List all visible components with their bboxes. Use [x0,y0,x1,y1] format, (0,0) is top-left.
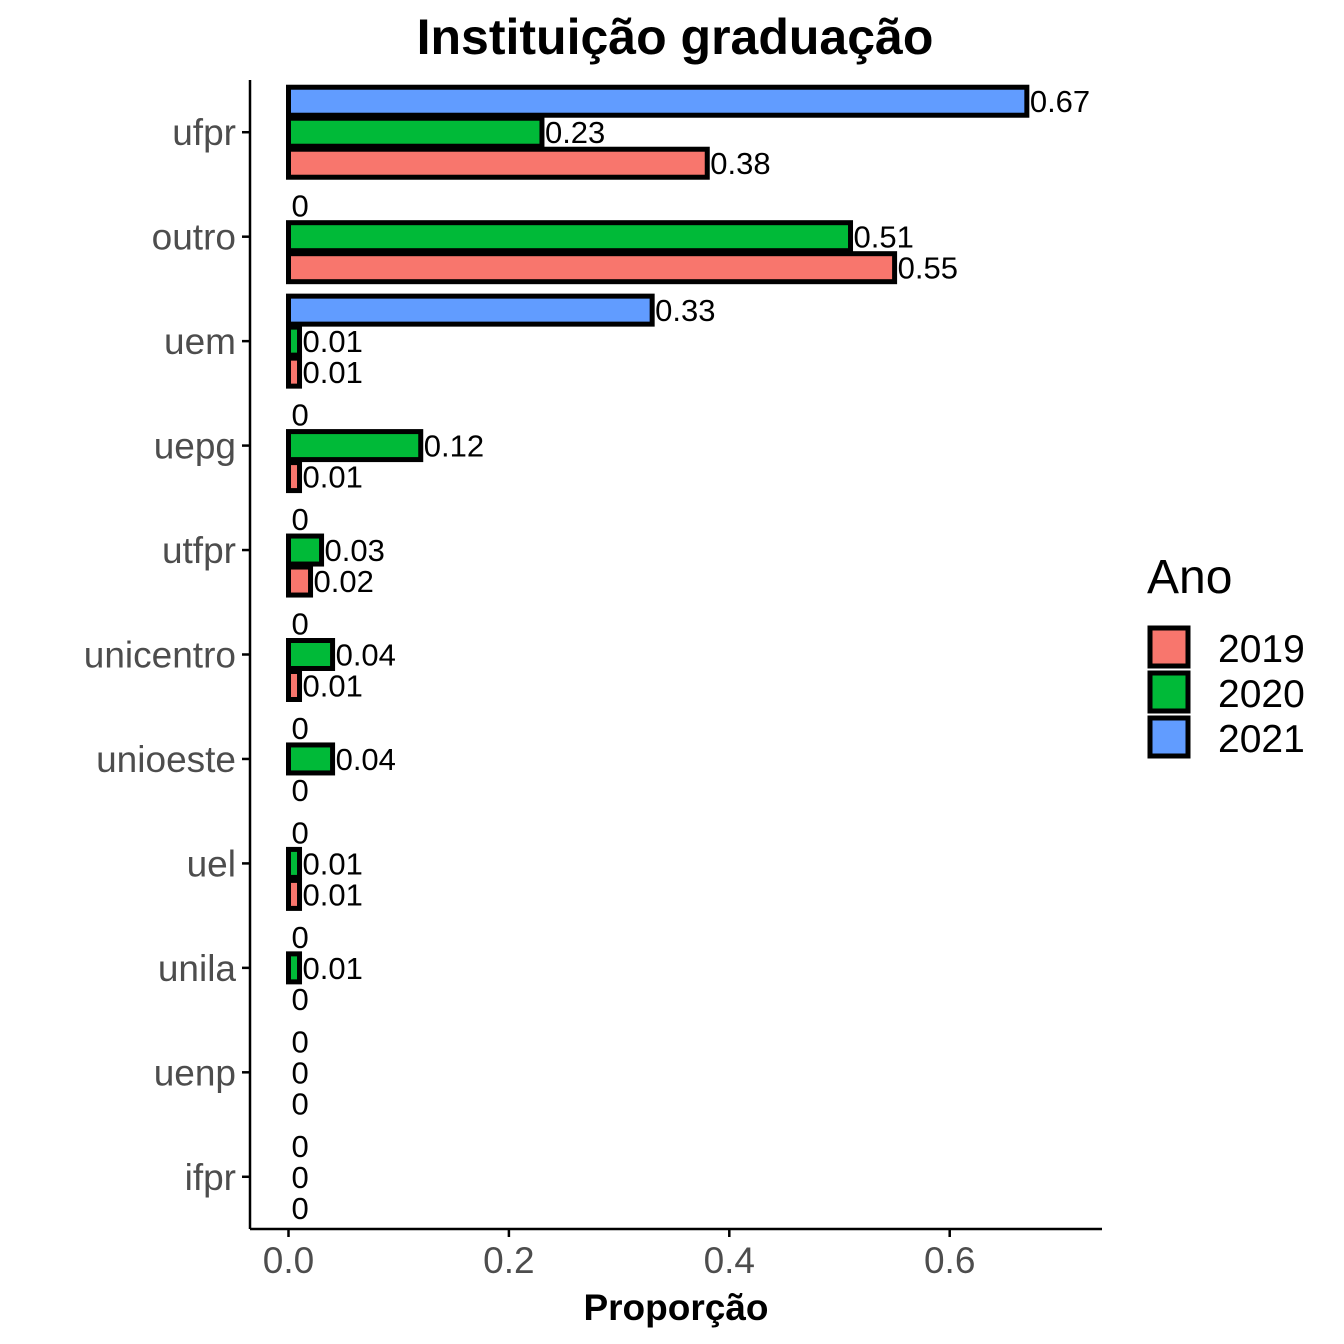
bar-unicentro-2019 [286,669,303,702]
y-tick-label-uepg: uepg [154,426,236,467]
y-tick-label-ufpr: ufpr [172,112,236,153]
data-label-utfpr-2020: 0.03 [325,533,385,568]
data-label-unicentro-2019: 0.01 [303,669,363,704]
y-tick-label-unicentro: unicentro [84,635,236,676]
bar-unioeste-2020 [286,742,336,776]
legend-label-2019: 2019 [1218,628,1305,671]
chart-title: Instituição graduação [417,9,934,65]
x-axis-label: Proporção [583,1287,768,1328]
bar-uel-2020 [286,846,303,880]
data-label-ifpr-2020: 0 [292,1160,309,1195]
data-label-uel-2021: 0 [292,815,309,850]
data-label-uel-2019: 0.01 [303,877,363,912]
data-label-unila-2019: 0 [292,982,309,1017]
data-label-outro-2021: 0 [292,189,309,224]
bar-ufpr-2020 [286,115,545,149]
data-label-uem-2020: 0.01 [303,324,363,359]
bar-unila-2020 [286,951,303,985]
bar-uem-2020 [286,324,303,358]
y-ticks-layer: ufpr outro uem uepg utfpr unicentro unioeste ue… [84,112,250,1198]
bar-uem-2021 [286,293,655,327]
y-tick-label-unila: unila [158,948,237,989]
data-label-unila-2020: 0.01 [303,951,363,986]
data-label-outro-2019: 0.55 [898,251,958,286]
bar-utfpr-2019 [286,564,314,598]
data-label-ifpr-2019: 0 [292,1191,309,1226]
data-label-uel-2020: 0.01 [303,846,363,881]
legend-label-2020: 2020 [1218,673,1305,716]
data-label-uem-2021: 0.33 [655,293,715,328]
data-label-unila-2021: 0 [292,920,309,955]
data-label-unioeste-2020: 0.04 [336,742,396,777]
bar-uel-2019 [286,877,303,911]
y-tick-label-ifpr: ifpr [185,1157,236,1198]
data-label-ufpr-2020: 0.23 [545,115,605,150]
bars-layer [286,84,1030,985]
data-label-ufpr-2021: 0.67 [1030,84,1090,119]
data-label-outro-2020: 0.51 [854,220,914,255]
data-label-utfpr-2019: 0.02 [314,564,374,599]
data-label-uem-2019: 0.01 [303,355,363,390]
data-label-uenp-2019: 0 [292,1086,309,1121]
data-label-uenp-2020: 0 [292,1055,309,1090]
x-tick-label: 0.2 [483,1240,534,1281]
y-tick-label-unioeste: unioeste [96,739,236,780]
data-label-ifpr-2021: 0 [292,1129,309,1164]
bar-uepg-2020 [286,429,424,463]
x-tick-label: 0.6 [924,1240,975,1281]
x-tick-label: 0.4 [704,1240,755,1281]
legend-label-2021: 2021 [1218,718,1305,761]
bar-ufpr-2021 [286,84,1030,118]
data-label-utfpr-2021: 0 [292,502,309,537]
bar-uepg-2019 [286,460,303,494]
data-labels-layer: 0.670.230.3800.510.550.330.010.0100.120.… [292,84,1091,1226]
x-ticks-layer: 0.0 0.2 0.4 0.6 [263,1229,975,1281]
data-label-unioeste-2019: 0 [292,773,309,808]
data-label-unioeste-2021: 0 [292,711,309,746]
bar-outro-2020 [286,220,854,254]
data-label-uenp-2021: 0 [292,1024,309,1059]
data-label-uepg-2020: 0.12 [424,429,484,464]
y-tick-label-outro: outro [152,217,236,258]
data-label-unicentro-2021: 0 [292,607,309,642]
legend-swatch-2020 [1147,670,1191,714]
legend-swatch-2019 [1147,625,1191,669]
y-tick-label-uem: uem [164,321,236,362]
legend-title: Ano [1147,551,1232,604]
data-label-uepg-2019: 0.01 [303,460,363,495]
y-tick-label-uel: uel [187,843,236,884]
bar-ufpr-2019 [286,146,710,180]
data-label-uepg-2021: 0 [292,398,309,433]
bar-unicentro-2020 [286,638,336,671]
bar-uem-2019 [286,355,303,389]
y-tick-label-utfpr: utfpr [162,530,236,571]
x-tick-label: 0.0 [263,1240,314,1281]
data-label-unicentro-2020: 0.04 [336,638,396,673]
bar-outro-2019 [286,251,898,285]
bar-utfpr-2020 [286,533,325,567]
data-label-ufpr-2019: 0.38 [710,146,770,181]
y-tick-label-uenp: uenp [154,1052,236,1093]
legend-swatch-2021 [1147,715,1191,759]
